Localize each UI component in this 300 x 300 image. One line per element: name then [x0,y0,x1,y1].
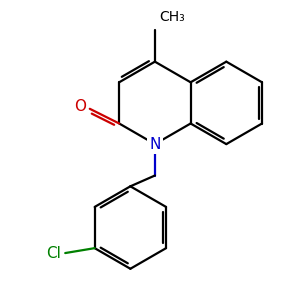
Text: CH₃: CH₃ [159,11,184,24]
Text: O: O [74,99,86,114]
Text: N: N [149,136,160,152]
Text: Cl: Cl [46,246,61,261]
